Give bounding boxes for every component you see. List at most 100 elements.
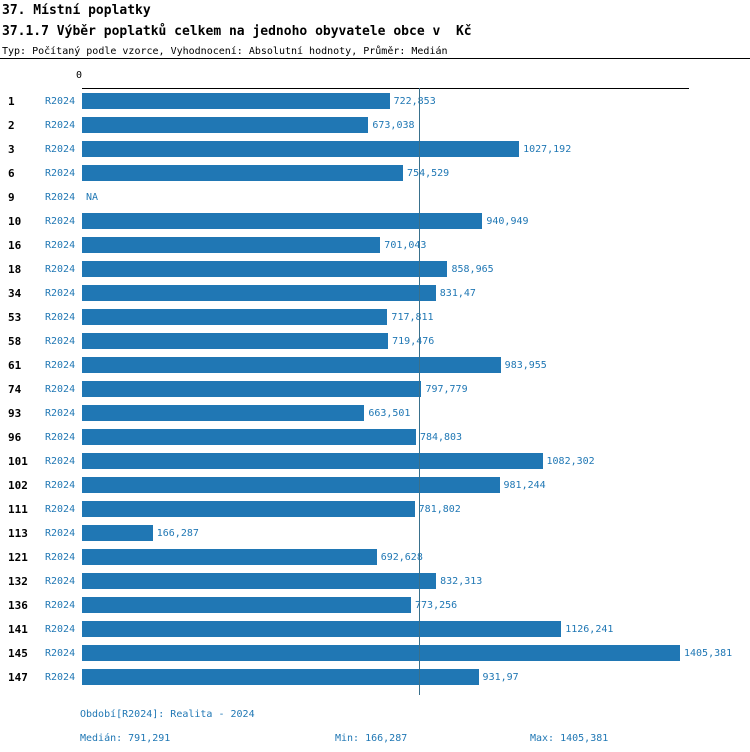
chart-row: 121 R2024 692,628 [0,545,750,569]
bar-value-label: 722,853 [393,95,436,107]
row-period-label: R2024 [45,215,76,227]
bar [82,453,543,469]
bar-value-label: 773,256 [415,599,458,611]
bar-value-label: 692,628 [380,551,423,563]
chart-row: 93 R2024 663,501 [0,401,750,425]
bar [82,669,479,685]
bar-track: 692,628 [82,549,750,565]
bar-track: 983,955 [82,357,750,373]
bar [82,141,520,157]
bar [82,333,389,349]
row-period-label: R2024 [45,647,76,659]
row-period-label: R2024 [45,191,76,203]
row-period-label: R2024 [45,503,76,515]
bar-track: 717,811 [82,309,750,325]
chart-row: 61 R2024 983,955 [0,353,750,377]
row-id-label: 136 [8,598,28,612]
bar-value-label: 784,803 [419,431,463,443]
row-id-label: 2 [8,118,15,132]
chart-row: 113 R2024 166,287 [0,521,750,545]
bar [82,405,365,421]
bar [82,261,448,277]
row-period-label: R2024 [45,407,76,419]
bar-value-label: 1126,241 [565,623,614,635]
row-period-label: R2024 [45,599,76,611]
chart-row: 2 R2024 673,038 [0,113,750,137]
bar-track: 1082,302 [82,453,750,469]
bar-value-label: NA [86,191,99,203]
chart-row: 102 R2024 981,244 [0,473,750,497]
row-period-label: R2024 [45,287,76,299]
chart-row: 16 R2024 701,043 [0,233,750,257]
row-period-label: R2024 [45,671,76,683]
bar [82,525,153,541]
row-id-label: 132 [8,574,28,588]
chart-row: 1 R2024 722,853 [0,89,750,113]
row-id-label: 111 [8,502,28,516]
chart-row: 101 R2024 1082,302 [0,449,750,473]
row-id-label: 147 [8,670,28,684]
row-id-label: 6 [8,166,15,180]
bar-track: 781,802 [82,501,750,517]
row-id-label: 113 [8,526,28,540]
chart-row: 147 R2024 931,97 [0,665,750,689]
bar-track: 754,529 [82,165,750,181]
chart-row: 136 R2024 773,256 [0,593,750,617]
row-period-label: R2024 [45,455,76,467]
bar [82,645,680,661]
row-period-label: R2024 [45,359,76,371]
row-id-label: 74 [8,382,22,396]
bar [82,381,422,397]
row-id-label: 16 [8,238,22,252]
row-period-label: R2024 [45,623,76,635]
report-title: 37. Místní poplatky [2,3,151,18]
chart-row: 141 R2024 1126,241 [0,617,750,641]
row-id-label: 96 [8,430,22,444]
chart-row: 58 R2024 719,476 [0,329,750,353]
bar-value-label: 931,97 [482,671,519,683]
bar-value-label: 983,955 [504,359,547,371]
bar-track: 1126,241 [82,621,750,637]
chart-row: 10 R2024 940,949 [0,209,750,233]
chart-row: 18 R2024 858,965 [0,257,750,281]
bar-track: 1405,381 [82,645,750,661]
footer-median: Medián: 791,291 [80,733,171,744]
row-id-label: 61 [8,358,22,372]
bar-track: 663,501 [82,405,750,421]
bar [82,501,415,517]
footer-period: Období[R2024]: Realita - 2024 [80,709,255,720]
bar-value-label: 1405,381 [684,647,733,659]
bar [82,285,436,301]
row-period-label: R2024 [45,527,76,539]
row-id-label: 34 [8,286,22,300]
bar-value-label: 663,501 [368,407,411,419]
axis-zero-label: 0 [76,70,83,81]
bar [82,549,377,565]
bar-track: 719,476 [82,333,750,349]
bar [82,357,501,373]
bar-track: 832,313 [82,573,750,589]
row-period-label: R2024 [45,335,76,347]
row-id-label: 102 [8,478,28,492]
bar [82,165,404,181]
bar-value-label: 858,965 [451,263,494,275]
row-id-label: 9 [8,190,15,204]
row-id-label: 10 [8,214,22,228]
bar-value-label: 673,038 [372,119,415,131]
chart-row: 6 R2024 754,529 [0,161,750,185]
chart-rows: 1 R2024 722,853 2 R2024 673,038 3 R2024 1027,192… [0,89,750,689]
chart-row: 9 R2024 NA [0,185,750,209]
row-id-label: 3 [8,142,15,156]
chart-row: 145 R2024 1405,381 [0,641,750,665]
row-period-label: R2024 [45,263,76,275]
chart-row: 96 R2024 784,803 [0,425,750,449]
bar-value-label: 754,529 [407,167,450,179]
bar-value-label: 981,244 [503,479,546,491]
row-period-label: R2024 [45,167,76,179]
bar-track: 773,256 [82,597,750,613]
bar [82,93,390,109]
row-id-label: 141 [8,622,28,636]
bar-value-label: 717,811 [391,311,434,323]
bar [82,117,369,133]
bar-value-label: 832,313 [440,575,483,587]
